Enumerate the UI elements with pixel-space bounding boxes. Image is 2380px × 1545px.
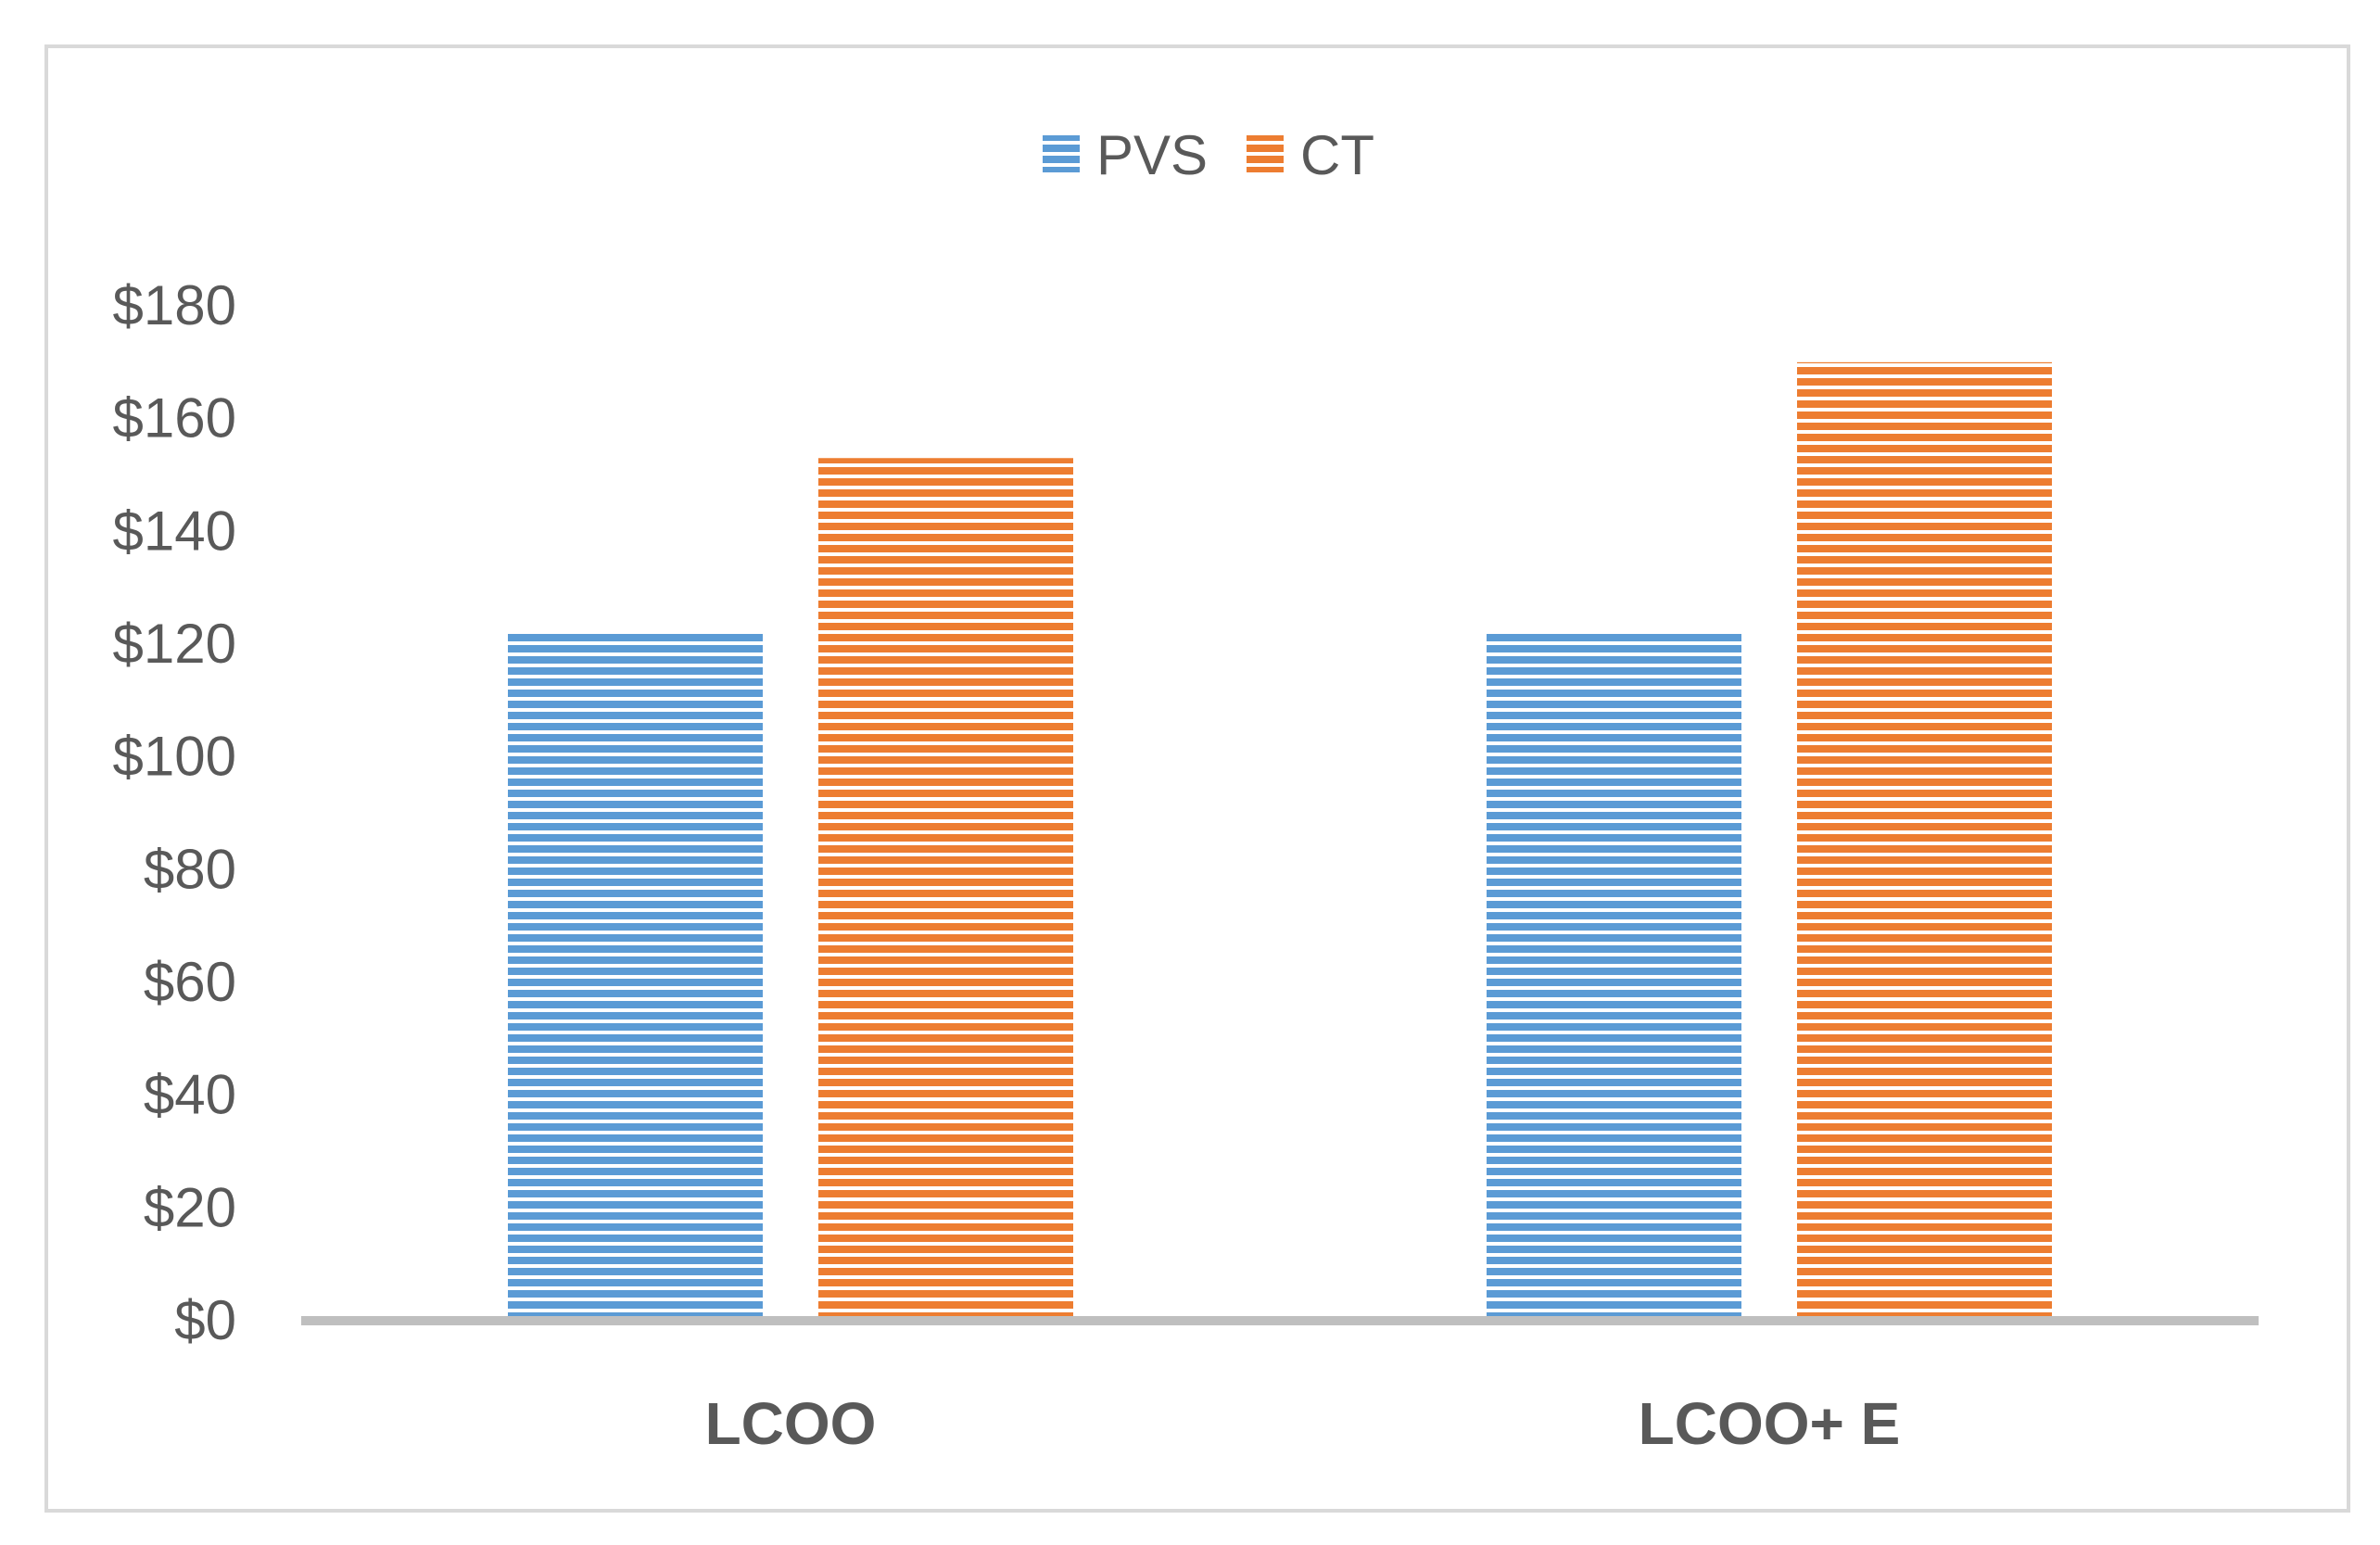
bar-pvs-1 <box>508 632 763 1321</box>
y-tick-label: $140 <box>113 500 236 562</box>
y-tick-label: $160 <box>113 387 236 450</box>
y-tick-label: $0 <box>174 1289 236 1351</box>
bar-ct-2 <box>1797 361 2052 1321</box>
x-category-label: LCOO+ E <box>1639 1390 1901 1457</box>
y-tick-label: $100 <box>113 726 236 788</box>
x-axis: LCOO LCOO+ E <box>301 1316 2259 1457</box>
legend-label-pvs: PVS <box>1096 124 1208 186</box>
y-tick-label: $80 <box>144 838 236 900</box>
y-tick-label: $20 <box>144 1176 236 1238</box>
y-axis: $0 $20 $40 $60 $80 $100 $120 $140 $160 $180 <box>113 274 236 1351</box>
x-category-label: LCOO <box>705 1390 877 1457</box>
y-tick-label: $120 <box>113 613 236 675</box>
legend-swatch-ct <box>1247 135 1284 172</box>
y-tick-label: $180 <box>113 274 236 336</box>
bar-ct-1 <box>818 458 1073 1321</box>
legend-label-ct: CT <box>1300 124 1374 186</box>
y-tick-label: $40 <box>144 1064 236 1126</box>
y-tick-label: $60 <box>144 951 236 1013</box>
legend-swatch-pvs <box>1043 135 1080 172</box>
bar-pvs-2 <box>1487 632 1741 1321</box>
bars <box>508 361 2052 1321</box>
legend: PVS CT <box>1043 124 1374 186</box>
